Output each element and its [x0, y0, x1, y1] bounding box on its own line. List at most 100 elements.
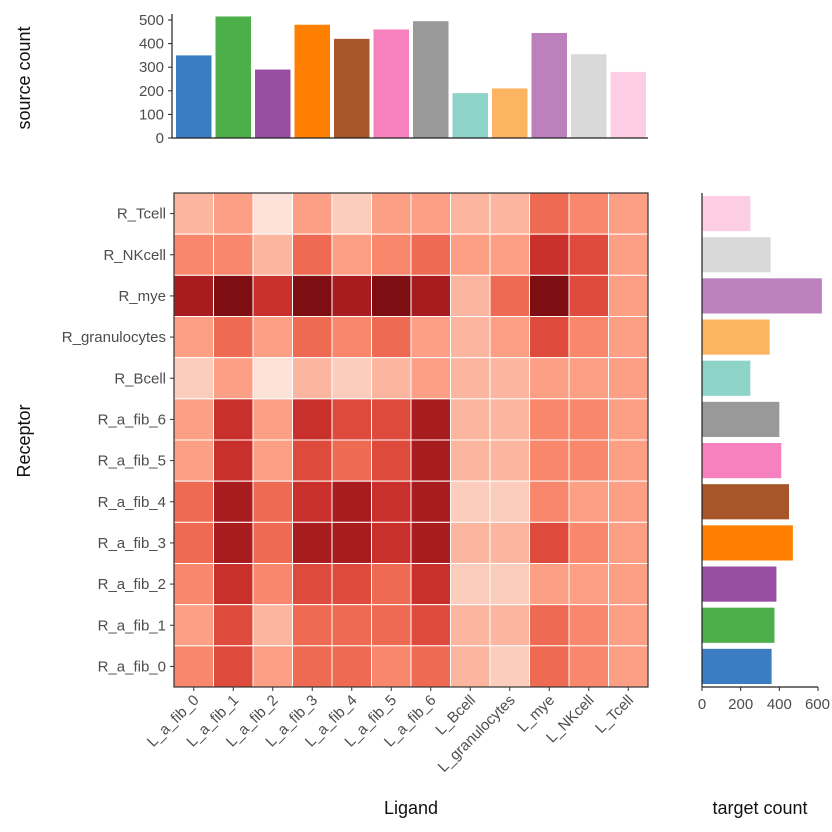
- heatmap-cell: [489, 192, 530, 235]
- heatmap-cell: [489, 439, 530, 482]
- source-count-y-tick-label: 100: [139, 106, 164, 123]
- heatmap-cell: [371, 357, 412, 400]
- heatmap-cell: [568, 439, 609, 482]
- heatmap-cell: [371, 563, 412, 606]
- heatmap-cell: [608, 439, 649, 482]
- heatmap-cell: [252, 563, 293, 606]
- heatmap-cell: [173, 316, 214, 359]
- target-count-x-tick-label: 0: [698, 696, 706, 713]
- target-count-bar: [702, 360, 751, 396]
- heatmap-cell: [292, 192, 333, 235]
- heatmap-cell: [331, 192, 372, 235]
- heatmap-cell: [450, 604, 491, 647]
- heatmap-cell: [173, 563, 214, 606]
- heatmap-cell: [529, 480, 570, 523]
- heatmap-cell: [292, 233, 333, 276]
- heatmap-cell: [331, 398, 372, 441]
- heatmap-cell: [489, 398, 530, 441]
- source-count-bar: [176, 55, 212, 138]
- heatmap-y-tick-label: R_a_fib_6: [98, 411, 166, 428]
- heatmap-cell: [252, 274, 293, 318]
- heatmap-cell: [292, 604, 333, 647]
- heatmap-cell: [292, 316, 333, 359]
- target-count-bar: [702, 648, 772, 684]
- heatmap-cell: [371, 439, 412, 482]
- heatmap-cell: [371, 316, 412, 359]
- heatmap-cell: [173, 398, 214, 441]
- heatmap-cell: [608, 398, 649, 441]
- source-count-y-tick-label: 500: [139, 12, 164, 29]
- heatmap-cell: [252, 357, 293, 400]
- target-count-bar: [702, 566, 777, 602]
- heatmap-cell: [213, 357, 254, 400]
- heatmap-cell: [213, 645, 254, 688]
- heatmap-panel: R_Tcell R_NKcell R_mye R_granulocytes R_Bcel…: [62, 192, 649, 776]
- heatmap-cell: [213, 316, 254, 359]
- heatmap-cell: [410, 439, 451, 482]
- heatmap-cell: [292, 439, 333, 482]
- heatmap-cell: [410, 192, 451, 235]
- heatmap-cell: [568, 521, 609, 564]
- heatmap-cell: [213, 439, 254, 482]
- heatmap-cell: [410, 604, 451, 647]
- heatmap-x-tick-label: L_Tcell: [592, 692, 637, 737]
- heatmap-cell: [213, 398, 254, 441]
- heatmap-cell: [608, 233, 649, 276]
- heatmap-cell: [371, 480, 412, 523]
- heatmap-cell: [529, 645, 570, 688]
- source-count-bar: [255, 69, 291, 138]
- heatmap-cell: [410, 357, 451, 400]
- heatmap-cell: [331, 563, 372, 606]
- heatmap-cell: [568, 233, 609, 276]
- source-count-bar: [215, 16, 251, 138]
- target-count-x-tick-label: 200: [728, 696, 753, 713]
- heatmap-cell: [568, 274, 609, 318]
- heatmap-cell: [568, 480, 609, 523]
- heatmap-cell: [450, 316, 491, 359]
- heatmap-cell: [450, 398, 491, 441]
- heatmap-cell: [608, 645, 649, 688]
- source-count-y-tick-label: 0: [156, 130, 164, 147]
- heatmap-cell: [529, 274, 570, 318]
- heatmap-x-axis-label: Ligand: [384, 798, 438, 818]
- heatmap-cell: [371, 645, 412, 688]
- heatmap-cell: [371, 192, 412, 235]
- heatmap-cell: [292, 480, 333, 523]
- heatmap-cell: [568, 192, 609, 235]
- target-count-bar: [702, 319, 770, 355]
- heatmap-cell: [568, 563, 609, 606]
- target-count-bar: [702, 237, 771, 273]
- heatmap-cell: [410, 521, 451, 564]
- heatmap-cell: [213, 192, 254, 235]
- source-count-bar: [452, 93, 488, 138]
- heatmap-cell: [173, 521, 214, 564]
- heatmap-cell: [568, 398, 609, 441]
- heatmap-y-tick-label: R_a_fib_3: [98, 535, 166, 552]
- heatmap-cell: [529, 233, 570, 276]
- heatmap-cell: [529, 521, 570, 564]
- heatmap-cell: [292, 357, 333, 400]
- heatmap-cell: [489, 233, 530, 276]
- heatmap-cell: [173, 192, 214, 235]
- heatmap-cell: [450, 521, 491, 564]
- target-count-bar: [702, 278, 822, 314]
- heatmap-cell: [173, 604, 214, 647]
- source-count-y-tick-label: 400: [139, 36, 164, 53]
- heatmap-cell: [331, 604, 372, 647]
- heatmap-cell: [568, 316, 609, 359]
- source-count-y-tick-label: 200: [139, 83, 164, 100]
- heatmap-cell: [450, 480, 491, 523]
- heatmap-cell: [410, 316, 451, 359]
- source-count-bar: [294, 24, 330, 138]
- heatmap-cell: [608, 480, 649, 523]
- heatmap-cell: [450, 233, 491, 276]
- heatmap-cell: [489, 604, 530, 647]
- heatmap-cell: [252, 645, 293, 688]
- heatmap-cell: [529, 563, 570, 606]
- heatmap-cell: [252, 604, 293, 647]
- heatmap-cell: [529, 604, 570, 647]
- source-count-axis-label: source count: [14, 26, 34, 129]
- heatmap-cell: [371, 398, 412, 441]
- heatmap-y-tick-label: R_a_fib_0: [98, 658, 166, 675]
- source-count-bar: [571, 54, 607, 138]
